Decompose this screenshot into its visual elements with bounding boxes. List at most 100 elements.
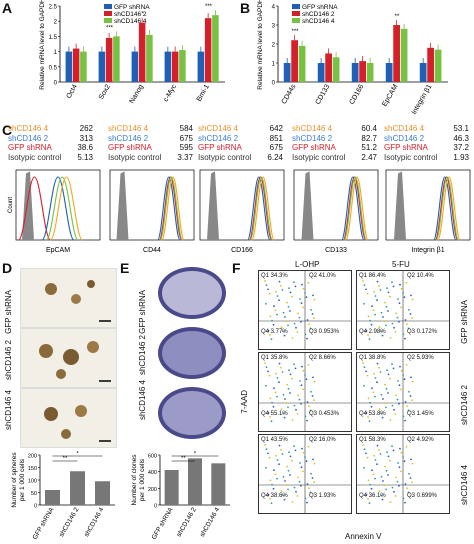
event-dot	[302, 287, 305, 290]
sample-histogram	[251, 176, 275, 241]
bar	[197, 51, 205, 82]
event-dot	[397, 298, 399, 300]
event-dot	[367, 479, 370, 482]
flow-legend-mfi: 46.3	[453, 133, 469, 143]
histogram-x-label: CD44	[143, 247, 161, 254]
event-dot	[295, 490, 297, 493]
sphere-image-sh2	[20, 328, 117, 388]
event-dot	[365, 411, 368, 414]
event-dot	[264, 444, 266, 446]
event-dot	[289, 474, 291, 476]
event-dot	[368, 338, 371, 341]
flow-legend-4: shCD146 4 53.1 shCD146 2 46.3 GFP shRNA 37.2 I…	[384, 124, 469, 162]
event-dot	[267, 493, 270, 496]
y-tick-label: 2	[54, 20, 58, 26]
event-dot	[280, 408, 283, 411]
flow-legend-sample: Isotypic control	[198, 152, 252, 162]
event-dot	[265, 448, 268, 451]
event-dot	[387, 373, 390, 376]
y-tick-label: 400	[148, 470, 157, 476]
event-dot	[380, 412, 382, 415]
bar	[72, 48, 80, 82]
event-dot	[274, 309, 277, 312]
event-dot	[281, 371, 284, 373]
bar	[298, 45, 306, 82]
f-y-label: 7-AAD	[240, 390, 249, 414]
bar	[393, 25, 400, 82]
event-dot	[284, 398, 286, 400]
event-dot	[299, 462, 301, 464]
flow-legend-0: shCD146 4 262 shCD146 2 313 GFP shRNA 38.6 Iso…	[8, 124, 93, 162]
event-dot	[404, 419, 406, 422]
event-dot	[312, 294, 314, 297]
y-axis-label: Relative mRNA level to GAPDH	[39, 0, 46, 90]
event-dot	[282, 475, 285, 478]
event-dot	[406, 487, 408, 490]
event-dot	[275, 372, 277, 375]
histogram-frame	[15, 169, 101, 241]
event-dot	[302, 369, 305, 372]
event-dot	[378, 408, 381, 411]
event-dot	[385, 387, 388, 390]
event-dot	[378, 284, 380, 287]
event-dot	[409, 313, 412, 315]
sample-histogram	[17, 176, 52, 241]
event-dot	[299, 380, 301, 382]
event-dot	[391, 281, 393, 284]
isotype-histogram	[301, 171, 314, 240]
panel-label-f: F	[232, 260, 241, 276]
x-tick-label: shCD146 2	[176, 506, 199, 538]
flow-legend-sample: shCD146 2	[384, 133, 425, 143]
event-dot	[308, 323, 310, 326]
event-dot	[366, 292, 369, 295]
event-dot	[362, 280, 364, 282]
event-dot	[271, 401, 273, 404]
event-dot	[313, 399, 315, 402]
significance-label: *	[76, 452, 79, 458]
x-tick-label: CD166	[349, 83, 366, 105]
quadrant-label: Q3 0.953%	[309, 329, 340, 335]
event-dot	[384, 301, 386, 304]
event-dot	[306, 319, 309, 321]
event-dot	[380, 475, 383, 478]
quadrant-label: Q1 38.8%	[359, 355, 386, 361]
flow-legend-sample: shCD146 4	[384, 124, 425, 133]
event-dot	[399, 365, 401, 368]
histogram-frame	[385, 169, 471, 241]
event-dot	[274, 473, 277, 476]
event-dot	[269, 334, 271, 336]
sample-histogram	[437, 176, 461, 241]
y-axis-label: Number of spheres	[11, 452, 18, 508]
event-dot	[285, 402, 288, 405]
event-dot	[381, 498, 384, 501]
event-dot	[411, 399, 413, 402]
event-dot	[379, 371, 382, 373]
x-tick-label: GFP shRNA	[32, 506, 56, 541]
event-dot	[287, 324, 289, 327]
y-tick-label: 200	[28, 454, 37, 460]
facs-plot: Q1 58.3% Q2 4.92% Q4 36.1% Q3 0.699%	[356, 434, 450, 514]
event-dot	[376, 362, 379, 365]
event-dot	[367, 397, 370, 400]
event-dot	[402, 333, 405, 336]
event-dot	[379, 453, 382, 455]
event-dot	[406, 405, 408, 408]
histogram-frame	[199, 169, 285, 241]
bar	[95, 481, 110, 505]
flow-legend-sample: shCD146 4	[198, 124, 239, 133]
y-axis-label: Number of clones	[131, 454, 138, 506]
bar	[146, 34, 153, 82]
event-dot	[270, 338, 273, 341]
sample-histogram	[435, 176, 460, 241]
event-dot	[381, 416, 384, 419]
event-dot	[380, 311, 383, 314]
e-row-label-gfp: GFP shRNA	[138, 290, 147, 334]
panel-label-d: D	[2, 260, 13, 276]
event-dot	[283, 334, 286, 337]
quadrant-label: Q3 1.45%	[407, 411, 434, 417]
d-row-label-sh2: shCD146 2	[4, 340, 13, 381]
f-row-label-sh2: shCD146 2	[460, 385, 469, 426]
y-tick-label: 1	[272, 62, 276, 68]
